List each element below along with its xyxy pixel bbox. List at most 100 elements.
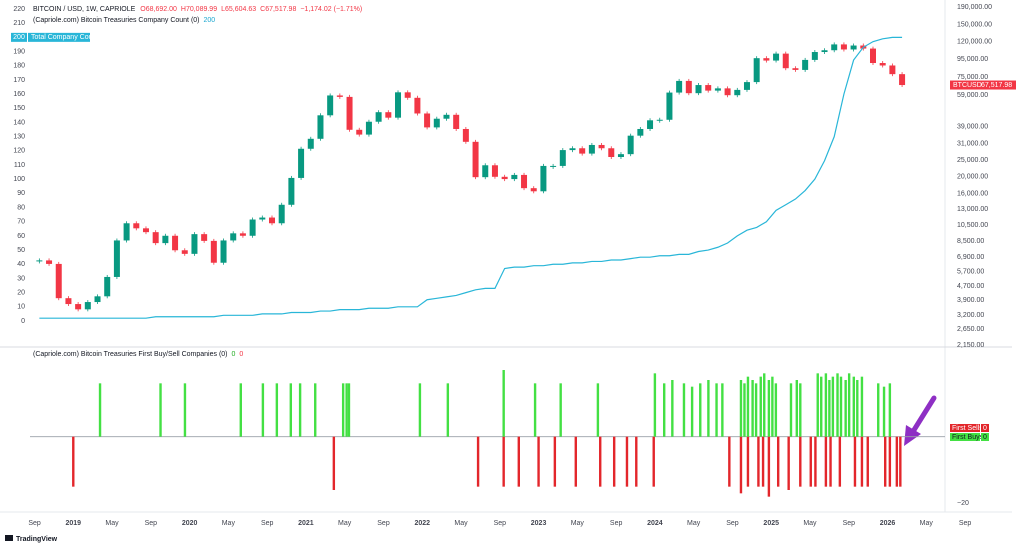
bar: [847, 373, 851, 437]
bar: [776, 436, 780, 487]
x-tick-label: 2022: [414, 520, 430, 527]
x-tick-label: Sep: [726, 520, 739, 527]
x-tick-label: Sep: [145, 520, 158, 527]
x-tick-label: Sep: [261, 520, 274, 527]
candle: [695, 85, 702, 94]
footer-brand: TradingView: [16, 536, 58, 543]
bar: [517, 436, 520, 487]
candle: [734, 89, 741, 96]
bar: [612, 436, 616, 487]
bar: [795, 380, 799, 437]
candle: [579, 148, 586, 154]
y-tick-label: 95,000.00: [957, 56, 988, 63]
arrow-head: [904, 425, 921, 446]
candle: [647, 120, 654, 129]
candle: [472, 141, 479, 178]
legend-name: First Buys: [952, 434, 984, 441]
annotation-arrow: [904, 395, 937, 446]
candle: [84, 302, 91, 310]
candle: [65, 298, 72, 305]
bar: [888, 436, 892, 487]
bar: [239, 383, 242, 437]
bar: [763, 373, 766, 437]
bar-series: [98, 370, 892, 437]
candle: [210, 240, 217, 263]
candle: [75, 304, 82, 310]
ohlc-high: H70,089.99: [181, 6, 217, 13]
candle: [637, 128, 644, 136]
y2-tick-label: 170: [13, 77, 25, 84]
y2-tick-label: 110: [14, 162, 25, 169]
bar: [275, 383, 279, 437]
y2-tick-label: 50: [17, 247, 25, 254]
candle: [230, 233, 237, 241]
bar: [787, 436, 790, 490]
candle: [899, 74, 906, 86]
bar: [888, 383, 892, 437]
candle: [501, 176, 508, 180]
candle: [46, 260, 53, 264]
bar: [728, 436, 731, 487]
header-line: BITCOIN / USD, 1W, CAPRIOLE O68,692.00 H70…: [33, 6, 362, 13]
candle: [239, 233, 246, 236]
candle: [327, 95, 334, 116]
chart-title: BITCOIN / USD, 1W, CAPRIOLE: [33, 6, 136, 13]
lower-indicator-title: (Capriole.com) Bitcoin Treasuries First …: [33, 351, 228, 358]
bar: [746, 436, 750, 487]
candle: [617, 154, 624, 158]
bar: [476, 436, 480, 487]
bar: [298, 383, 302, 437]
series-name-label: Total Company Count: [31, 34, 98, 41]
bar: [767, 436, 771, 497]
y-tick-label: 8,500.00: [957, 238, 984, 245]
candle: [540, 165, 547, 192]
y2-tick-label: 220: [13, 6, 25, 13]
y-tick-label: 25,000.00: [957, 157, 988, 164]
bar: [809, 436, 812, 487]
legend-box: [950, 424, 980, 432]
bar: [824, 436, 828, 487]
bar: [533, 383, 537, 437]
bar: [814, 436, 817, 487]
candle: [656, 119, 663, 121]
candle: [288, 177, 295, 205]
bar: [502, 436, 505, 487]
candle: [773, 53, 780, 61]
bar: [799, 383, 802, 437]
buys-value: 0: [232, 351, 236, 358]
y-tick-label: 5,700.00: [957, 268, 984, 275]
candle: [879, 63, 886, 66]
bar: [721, 383, 724, 437]
bar: [831, 376, 835, 437]
bar: [625, 436, 629, 487]
count-value-label: 200: [13, 34, 25, 41]
y-tick-label: 190,000.00: [957, 4, 992, 11]
x-tick-label: 2019: [65, 520, 81, 527]
y-tick-label: 2,650.00: [957, 326, 984, 333]
bar: [853, 436, 857, 487]
x-tick-label: Sep: [610, 520, 623, 527]
logo-mark: [5, 535, 13, 541]
bar: [682, 383, 686, 437]
bar: [789, 383, 793, 437]
candle: [550, 165, 557, 167]
candle: [123, 223, 130, 241]
legend-value: 0: [983, 434, 987, 441]
bar: [715, 383, 718, 437]
legend-value: 0: [983, 425, 987, 432]
candle: [424, 113, 431, 128]
bar: [739, 436, 743, 494]
y2-tick-label: 40: [17, 261, 25, 268]
y-tick-label: −20: [957, 500, 969, 507]
y2-tick-label: 140: [13, 119, 25, 126]
y2-tick-label: 20: [17, 289, 25, 296]
bar: [895, 436, 899, 487]
bar: [799, 436, 802, 487]
candle: [802, 59, 809, 70]
candle: [181, 250, 188, 254]
bar: [877, 383, 880, 437]
series-name-box: [28, 32, 90, 42]
candle: [840, 44, 847, 50]
x-tick-label: May: [222, 520, 236, 527]
